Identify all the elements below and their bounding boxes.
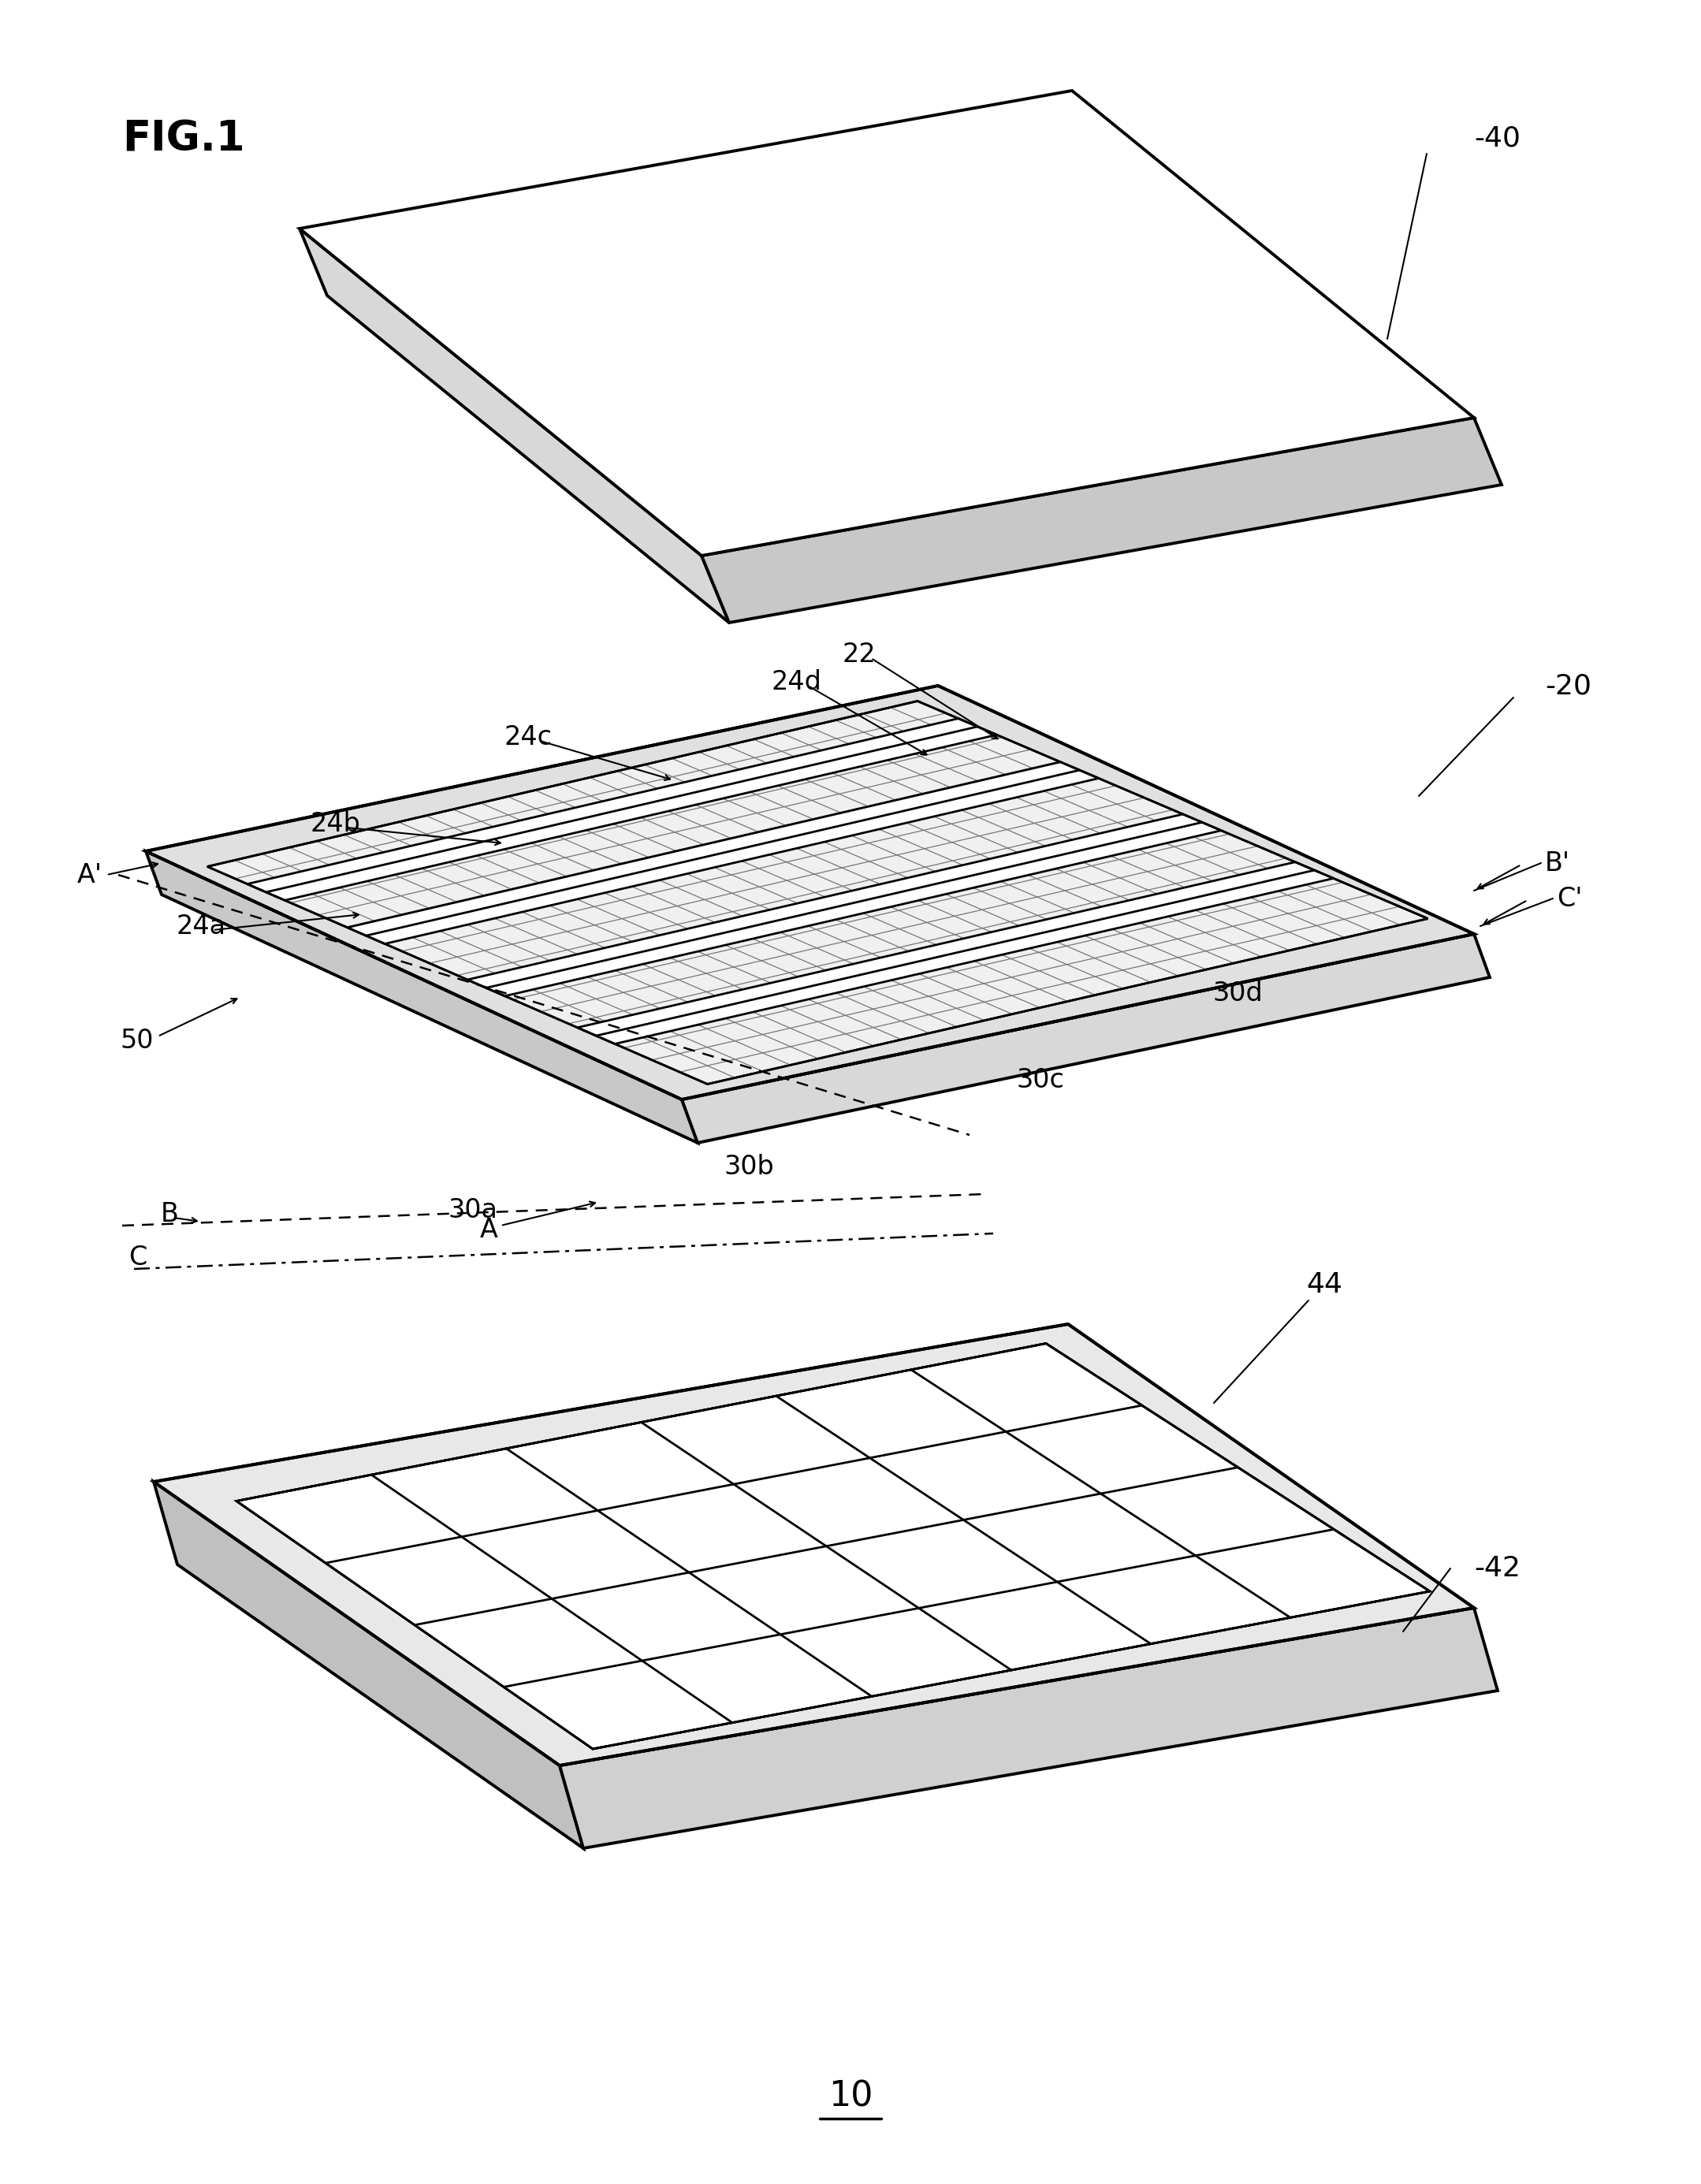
Text: C: C [129, 1245, 146, 1271]
Text: B: B [160, 1201, 179, 1227]
Text: -20: -20 [1545, 673, 1592, 699]
Polygon shape [347, 762, 1099, 943]
Polygon shape [701, 417, 1502, 622]
Text: A': A' [77, 863, 102, 889]
Text: 30b: 30b [723, 1153, 774, 1179]
Text: B': B' [1545, 850, 1570, 876]
Polygon shape [236, 1343, 1431, 1749]
Text: 24b: 24b [310, 810, 361, 836]
Text: 30a: 30a [447, 1197, 498, 1223]
Text: 44: 44 [1306, 1271, 1342, 1297]
Text: C': C' [1556, 885, 1582, 911]
Polygon shape [577, 863, 1334, 1044]
Polygon shape [153, 1481, 583, 1848]
Text: 24a: 24a [177, 913, 226, 939]
Text: 50: 50 [121, 1026, 153, 1053]
Text: 24c: 24c [503, 723, 553, 749]
Text: -40: -40 [1475, 124, 1521, 151]
Text: 30d: 30d [1213, 981, 1262, 1007]
Polygon shape [247, 719, 997, 900]
Polygon shape [299, 92, 1475, 555]
Text: 24d: 24d [771, 668, 822, 695]
Polygon shape [208, 701, 1427, 1083]
Polygon shape [682, 935, 1490, 1142]
Polygon shape [468, 815, 1221, 996]
Polygon shape [560, 1607, 1497, 1848]
Text: 10: 10 [828, 2079, 873, 2114]
Polygon shape [299, 229, 730, 622]
Polygon shape [146, 852, 697, 1142]
Text: A: A [480, 1216, 498, 1243]
Text: -42: -42 [1475, 1555, 1521, 1581]
Text: 30c: 30c [1017, 1066, 1065, 1092]
Text: FIG.1: FIG.1 [122, 118, 245, 159]
Polygon shape [146, 686, 1475, 1099]
Polygon shape [153, 1324, 1475, 1765]
Text: 22: 22 [842, 642, 876, 666]
